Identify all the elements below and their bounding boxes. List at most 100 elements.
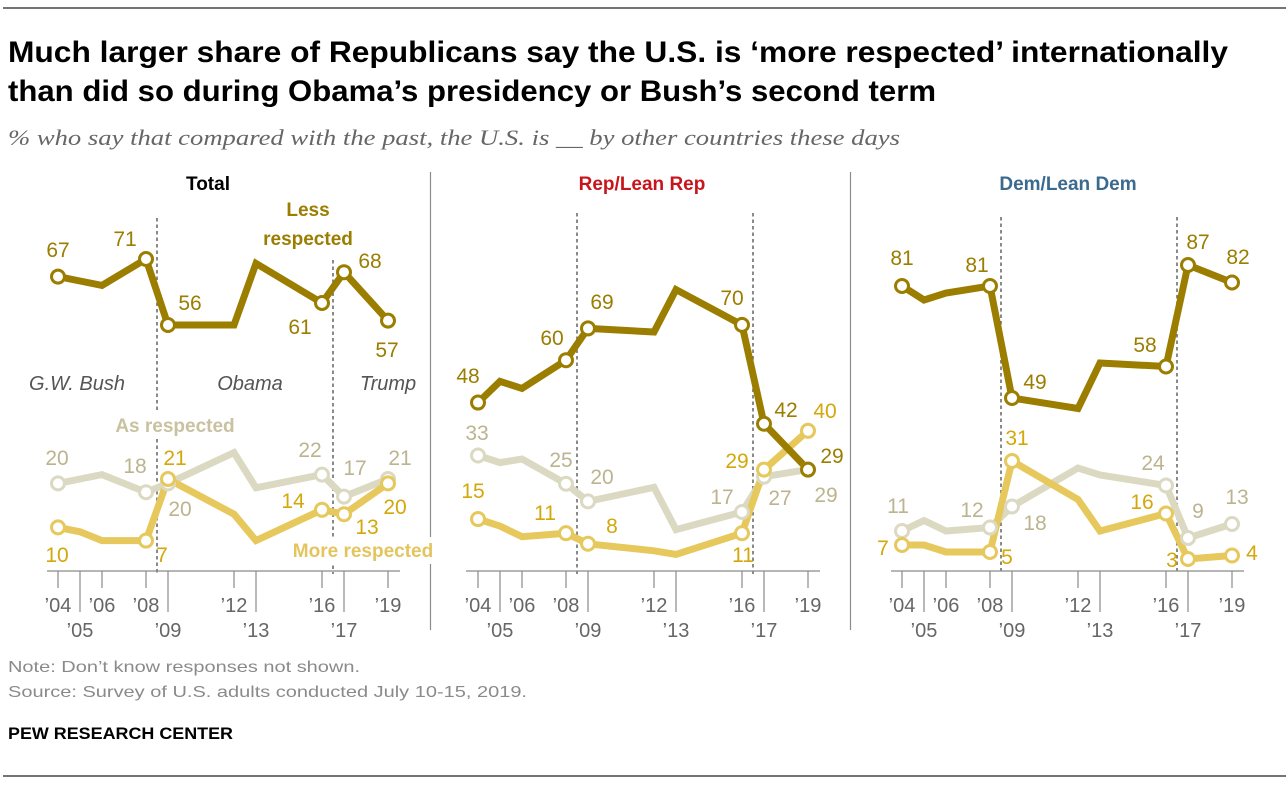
data-label-more-respected: 29 [725, 450, 748, 473]
x-tick-label: ’13 [663, 620, 690, 642]
panel-dem-lean-dem: Dem/Lean Dem ’04 ’05 ’06 ’08 ’09 ’12 ’13 ’16 ’17 ’… [877, 174, 1258, 642]
data-point-less-respected [1180, 257, 1196, 273]
x-tick-label: ’08 [133, 595, 160, 617]
data-point-more-respected [1224, 547, 1240, 564]
data-point-as-respected [1004, 498, 1020, 515]
data-point-less-respected [580, 320, 596, 337]
data-label-as-respected: 18 [1023, 512, 1046, 535]
data-point-less-respected [1004, 390, 1020, 406]
data-label-more-respected: 40 [813, 400, 836, 423]
data-label-more-respected: 31 [1005, 427, 1028, 450]
data-point-less-respected [314, 295, 330, 311]
x-tick-label: ’19 [375, 595, 402, 617]
data-label-less-respected: 58 [1133, 334, 1156, 357]
data-point-less-respected [734, 316, 750, 333]
data-point-more-respected [756, 461, 772, 478]
data-label-as-respected: 25 [549, 449, 572, 472]
data-point-as-respected [336, 488, 352, 505]
series-line-as-respected [57, 448, 390, 501]
x-tick-label: ’19 [1219, 595, 1246, 617]
data-label-less-respected: 49 [1023, 371, 1046, 394]
data-label-more-respected: 15 [461, 480, 484, 503]
series-line-less-respected [900, 260, 1234, 413]
series-line-more-respected [57, 474, 391, 545]
data-point-as-respected [50, 475, 66, 492]
data-point-more-respected [558, 525, 574, 542]
annotation-backdrop [104, 412, 246, 439]
data-label-as-respected: 20 [168, 498, 191, 521]
data-label-more-respected: 7 [156, 544, 168, 567]
x-tick-label: ’12 [641, 595, 668, 617]
data-label-less-respected: 57 [375, 339, 398, 362]
data-label-less-respected: 61 [288, 316, 311, 339]
x-tick-label: ’16 [1153, 595, 1180, 617]
data-point-more-respected [1180, 551, 1196, 567]
data-label-as-respected: 27 [768, 487, 791, 510]
x-tick-label: ’08 [977, 595, 1004, 617]
data-label-as-respected: 20 [45, 447, 68, 470]
data-label-more-respected: 13 [355, 516, 378, 539]
x-tick-label: ’16 [309, 595, 336, 617]
data-point-as-respected [1180, 530, 1196, 546]
data-point-as-respected [558, 475, 574, 492]
data-label-as-respected: 17 [710, 486, 733, 509]
data-label-less-respected: 68 [358, 250, 381, 273]
chart-panels: Total G.W. Bush Obama Trump ’04 ’05 ’06 ’08 ’09 ’… [29, 174, 1258, 642]
data-point-more-respected [894, 537, 910, 553]
x-tick-label: ’05 [487, 620, 514, 642]
data-label-less-respected: 69 [590, 291, 613, 314]
data-label-less-respected: 48 [456, 365, 479, 388]
data-point-more-respected [138, 532, 154, 549]
data-label-less-respected: 60 [540, 327, 563, 350]
panel-title: Rep/Lean Rep [579, 174, 706, 195]
data-point-as-respected [580, 493, 596, 510]
data-point-less-respected [1158, 358, 1174, 375]
footnote-note: Note: Don’t know responses not shown. [8, 659, 360, 676]
data-label-as-respected: 12 [960, 499, 983, 522]
data-label-as-respected: 18 [123, 455, 146, 478]
data-point-more-respected [734, 525, 750, 542]
x-tick-label: ’17 [1175, 620, 1202, 642]
data-label-more-respected: 16 [1130, 491, 1153, 514]
data-label-more-respected: 10 [45, 544, 68, 567]
data-point-as-respected [982, 519, 998, 536]
data-point-more-respected [1004, 453, 1020, 469]
data-point-less-respected [470, 394, 486, 411]
x-tick-label: ’04 [889, 595, 916, 617]
data-point-less-respected [160, 317, 176, 333]
data-label-less-respected: 71 [113, 228, 136, 251]
data-label-less-respected: 67 [46, 239, 69, 262]
data-point-as-respected [314, 466, 330, 483]
data-point-more-respected [470, 511, 486, 528]
data-point-less-respected [894, 278, 910, 294]
data-label-more-respected: 11 [534, 502, 556, 525]
data-point-more-respected [314, 501, 330, 518]
data-label-less-respected: 81 [890, 247, 913, 270]
era-label: Trump [360, 373, 416, 395]
era-label: G.W. Bush [29, 373, 125, 395]
data-point-less-respected [982, 278, 998, 294]
x-tick-label: ’17 [751, 620, 778, 642]
data-point-more-respected [800, 422, 816, 439]
x-tick-label: ’09 [999, 620, 1026, 642]
series-annotation-as-respected: As respected [115, 416, 234, 437]
panel-title: Total [186, 174, 230, 195]
data-label-less-respected: 87 [1186, 231, 1209, 254]
data-point-more-respected [1158, 505, 1174, 522]
data-label-as-respected: 9 [1192, 500, 1204, 523]
x-tick-label: ’04 [45, 595, 72, 617]
data-label-less-respected: 81 [965, 254, 988, 277]
x-tick-label: ’19 [795, 595, 822, 617]
data-point-more-respected [982, 544, 998, 560]
panel-title: Dem/Lean Dem [999, 174, 1136, 195]
data-label-less-respected: 82 [1226, 246, 1249, 269]
data-label-less-respected: 29 [820, 445, 843, 468]
x-tick-label: ’13 [243, 620, 270, 642]
x-tick-label: ’09 [575, 620, 602, 642]
data-label-as-respected: 29 [814, 484, 837, 507]
x-tick-label: ’16 [729, 595, 756, 617]
data-point-more-respected [336, 506, 352, 523]
data-point-less-respected [138, 251, 154, 267]
data-label-more-respected: 3 [1166, 549, 1178, 572]
